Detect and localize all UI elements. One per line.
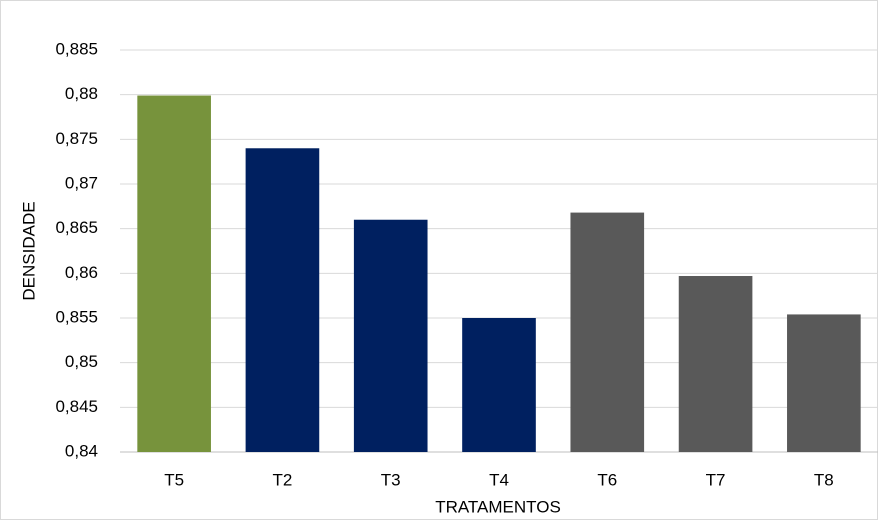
x-tick-label: T7	[706, 470, 726, 489]
y-tick-label: 0,87	[65, 173, 98, 192]
y-tick-label: 0,85	[65, 352, 98, 371]
y-tick-label: 0,855	[55, 307, 98, 326]
x-tick-label: T4	[489, 470, 509, 489]
bar	[137, 95, 211, 452]
y-tick-label: 0,875	[55, 129, 98, 148]
bar	[353, 219, 428, 452]
bar	[245, 148, 320, 452]
y-tick-label: 0,845	[55, 397, 98, 416]
y-axis-label: DENSIDADE	[19, 201, 38, 300]
y-tick-label: 0,86	[65, 263, 98, 282]
x-tick-label: T3	[381, 470, 401, 489]
y-tick-label: 0,88	[65, 84, 98, 103]
bar	[678, 276, 753, 452]
x-tick-label: T6	[597, 470, 617, 489]
bar	[570, 212, 645, 452]
x-axis-label: TRATAMENTOS	[435, 497, 561, 516]
y-tick-label: 0,84	[65, 441, 98, 460]
x-tick-label: T2	[273, 470, 293, 489]
bar	[787, 314, 861, 452]
x-tick-label: T8	[814, 470, 834, 489]
y-tick-label: 0,885	[55, 39, 98, 58]
bar	[462, 318, 536, 452]
x-tick-label: T5	[164, 470, 184, 489]
y-tick-label: 0,865	[55, 218, 98, 237]
